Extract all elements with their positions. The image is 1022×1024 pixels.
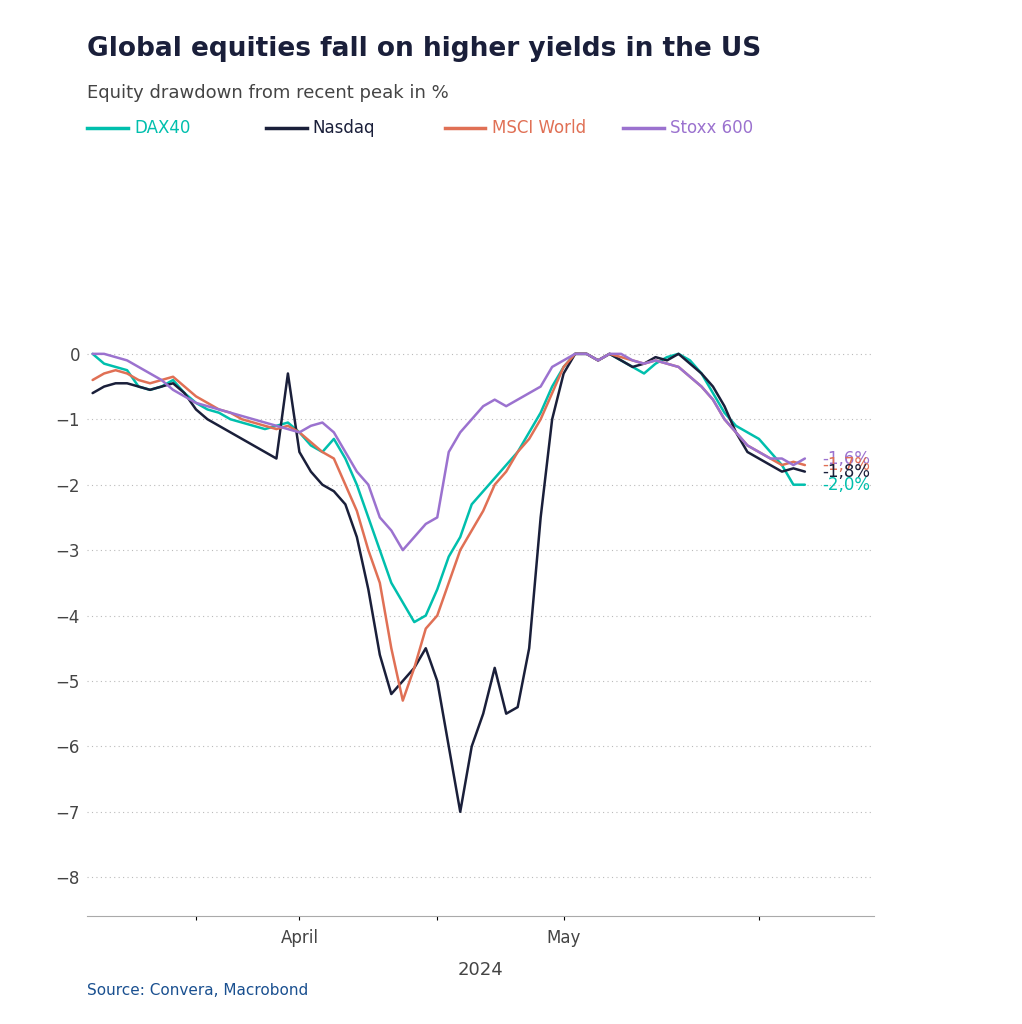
Text: -2,0%: -2,0% (822, 476, 870, 494)
Text: -1,6%: -1,6% (822, 450, 870, 468)
Text: Global equities fall on higher yields in the US: Global equities fall on higher yields in… (87, 36, 761, 61)
Text: MSCI World: MSCI World (492, 119, 586, 137)
Text: Stoxx 600: Stoxx 600 (670, 119, 753, 137)
Text: Nasdaq: Nasdaq (313, 119, 375, 137)
X-axis label: 2024: 2024 (458, 961, 503, 979)
Text: Source: Convera, Macrobond: Source: Convera, Macrobond (87, 983, 308, 998)
Text: -1,7%: -1,7% (822, 456, 870, 474)
Text: Equity drawdown from recent peak in %: Equity drawdown from recent peak in % (87, 84, 449, 102)
Text: -1,8%: -1,8% (822, 463, 870, 480)
Text: DAX40: DAX40 (134, 119, 190, 137)
